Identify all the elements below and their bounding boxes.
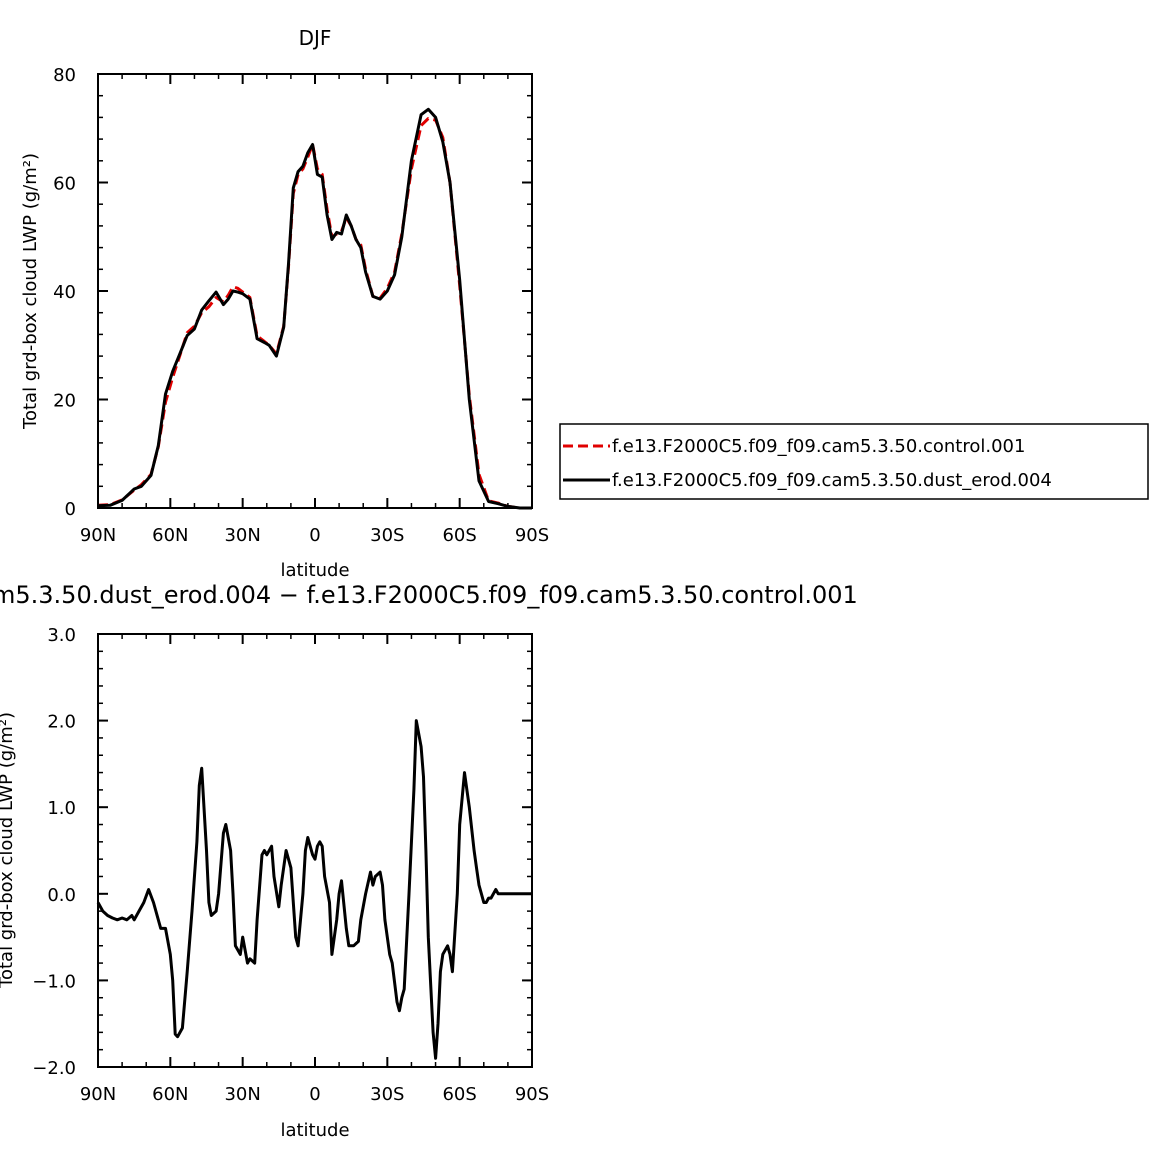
legend: f.e13.F2000C5.f09_f09.cam5.3.50.control.… [559, 423, 1149, 500]
bottom-x-tick-label: 90S [515, 1084, 549, 1105]
top-y-tick-label: 20 [53, 391, 76, 412]
top-x-tick-label: 60N [152, 525, 188, 546]
legend-entry-dust-erod: f.e13.F2000C5.f09_f09.cam5.3.50.dust_ero… [612, 470, 1052, 491]
bottom-chart-title: m5.3.50.dust_erod.004 − f.e13.F2000C5.f0… [0, 581, 858, 609]
bottom-x-tick-label: 30N [224, 1084, 260, 1105]
bottom-x-tick-label: 60S [442, 1084, 476, 1105]
top-series-line-1 [97, 107, 532, 510]
bottom-x-tick-label: 90N [80, 1084, 116, 1105]
bottom-y-tick-label: −1.0 [32, 971, 76, 992]
top-chart-title: DJF [299, 26, 332, 50]
top-ticks-group: 90N 60N 30N 0 30S 60S 90S 0 20 40 60 80 [53, 65, 549, 546]
bottom-x-axis-label: latitude [280, 1120, 349, 1141]
bottom-y-axis-label: Total grd-box cloud LWP (g/m²) [0, 712, 17, 989]
bottom-series-line-0 [96, 719, 532, 1060]
bottom-y-tick-label: 0.0 [47, 885, 76, 906]
bottom-plot-frame [97, 633, 533, 1068]
bottom-y-tick-label: 2.0 [47, 712, 76, 733]
top-y-tick-label: 0 [65, 499, 76, 520]
top-x-tick-label: 30S [370, 525, 404, 546]
top-x-tick-label: 90S [515, 525, 549, 546]
legend-frame [559, 423, 1149, 500]
top-y-tick-label: 40 [53, 282, 76, 303]
legend-entry-control: f.e13.F2000C5.f09_f09.cam5.3.50.control.… [612, 436, 1025, 457]
top-y-axis-label: Total grd-box cloud LWP (g/m²) [20, 153, 41, 430]
top-x-axis-label: latitude [280, 560, 349, 581]
bottom-y-tick-label: −2.0 [32, 1058, 76, 1079]
bottom-y-tick-label: 1.0 [47, 798, 76, 819]
bottom-series-group [96, 719, 532, 1060]
top-x-tick-label: 30N [224, 525, 260, 546]
top-panel: DJF 90N 60N 30N 0 30S 60S 90S 0 20 40 60 80 latitud… [20, 26, 549, 581]
top-x-tick-label: 0 [309, 525, 320, 546]
bottom-x-tick-label: 60N [152, 1084, 188, 1105]
bottom-y-tick-label: 3.0 [47, 625, 76, 646]
top-x-tick-label: 60S [442, 525, 476, 546]
bottom-panel: m5.3.50.dust_erod.004 − f.e13.F2000C5.f0… [0, 581, 858, 1141]
top-x-tick-label: 90N [80, 525, 116, 546]
top-plot-frame [97, 73, 533, 509]
bottom-x-tick-label: 30S [370, 1084, 404, 1105]
top-series-line-0 [97, 117, 532, 510]
top-y-tick-label: 60 [53, 174, 76, 195]
top-series-group [97, 107, 532, 510]
bottom-x-tick-label: 0 [309, 1084, 320, 1105]
top-y-tick-label: 80 [53, 65, 76, 86]
